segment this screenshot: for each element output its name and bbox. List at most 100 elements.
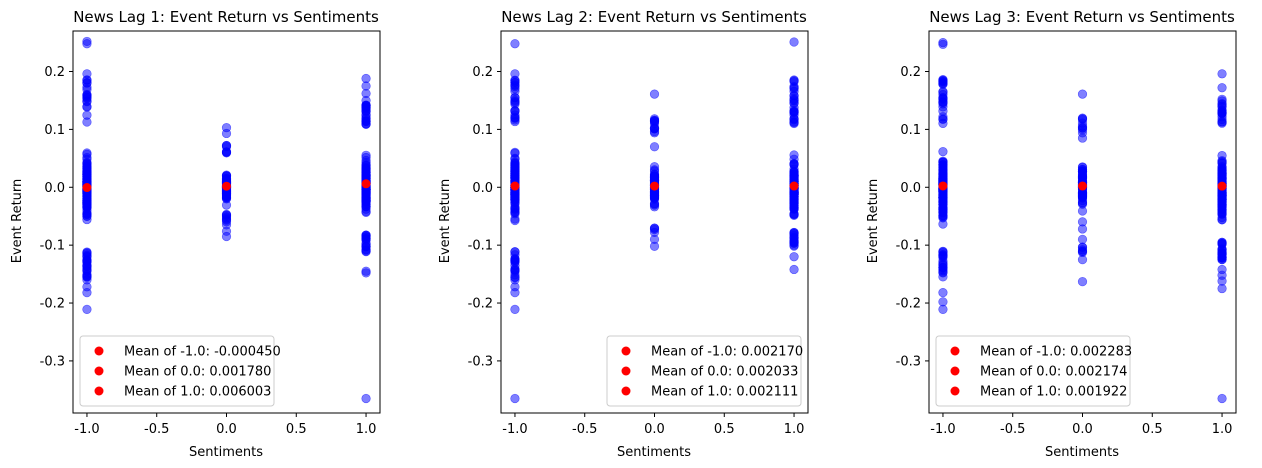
scatter-point bbox=[510, 39, 520, 49]
scatter-point bbox=[1217, 69, 1227, 79]
x-tick-label: 1.0 bbox=[1212, 422, 1233, 437]
y-axis-label: Event Return bbox=[866, 179, 881, 264]
scatter-point bbox=[1077, 206, 1088, 216]
x-tick-label: 0.0 bbox=[644, 422, 665, 437]
scatter-point bbox=[938, 78, 948, 88]
scatter-point bbox=[1077, 277, 1088, 287]
mean-marker bbox=[938, 181, 948, 191]
x-axis-label: Sentiments bbox=[617, 445, 691, 460]
legend-entry: Mean of 0.0: 0.002033 bbox=[651, 365, 798, 380]
y-tick-label: -0.2 bbox=[896, 297, 921, 312]
scatter-point bbox=[510, 214, 520, 224]
scatter-point bbox=[649, 123, 660, 133]
legend: Mean of -1.0: 0.002170 Mean of 0.0: 0.00… bbox=[606, 335, 803, 407]
scatter-point bbox=[82, 200, 92, 210]
scatter-point bbox=[789, 237, 799, 247]
legend-marker bbox=[621, 366, 631, 376]
chart-title: News Lag 3: Event Return vs Sentiments bbox=[929, 8, 1235, 26]
x-tick-label: -0.5 bbox=[572, 422, 597, 437]
chart-title: News Lag 1: Event Return vs Sentiments bbox=[73, 8, 379, 26]
scatter-point bbox=[1217, 83, 1227, 93]
ticks-group: -1.0 -0.5 0.0 0.5 1.0 0.2 0.1 0.0 -0.1 -… bbox=[40, 65, 377, 437]
legend: Mean of -1.0: 0.002283 Mean of 0.0: 0.00… bbox=[935, 335, 1132, 407]
mean-marker bbox=[1217, 181, 1227, 191]
y-axis-label: Event Return bbox=[10, 179, 25, 264]
scatter-point bbox=[361, 191, 371, 201]
scatter-point bbox=[82, 117, 92, 127]
x-tick-label: -1.0 bbox=[74, 422, 99, 437]
x-tick-label: 0.5 bbox=[286, 422, 307, 437]
scatter-point bbox=[938, 97, 948, 107]
mean-marker bbox=[650, 181, 659, 191]
scatter-point bbox=[82, 78, 92, 88]
legend-box bbox=[606, 335, 802, 407]
y-tick-label: -0.1 bbox=[896, 239, 921, 254]
y-tick-label: 0.1 bbox=[44, 123, 65, 138]
scatter-point bbox=[510, 288, 520, 298]
y-tick-label: 0.2 bbox=[472, 65, 493, 80]
scatter-point bbox=[938, 169, 948, 179]
y-tick-label: 0.1 bbox=[900, 123, 921, 138]
scatter-point bbox=[789, 252, 799, 262]
scatter-point bbox=[361, 119, 371, 129]
mean-markers bbox=[510, 181, 799, 191]
scatter-point bbox=[221, 231, 232, 242]
mean-marker bbox=[510, 181, 520, 191]
x-tick-label: -0.5 bbox=[1000, 422, 1025, 437]
scatter-point bbox=[1217, 283, 1227, 294]
scatter-point bbox=[510, 153, 520, 163]
y-tick-label: -0.2 bbox=[468, 297, 493, 312]
x-axis-label: Sentiments bbox=[1045, 445, 1119, 460]
scatter-point bbox=[1217, 246, 1227, 256]
scatter-point bbox=[82, 97, 92, 107]
scatter-point bbox=[789, 91, 799, 101]
scatter-point bbox=[510, 393, 520, 404]
scatter-point bbox=[82, 69, 92, 79]
legend-box bbox=[935, 335, 1131, 407]
scatter-point bbox=[789, 227, 799, 238]
scatter-point bbox=[789, 110, 799, 120]
legend-entry: Mean of 1.0: 0.002111 bbox=[651, 385, 798, 400]
scatter-point bbox=[361, 393, 371, 404]
scatter-point bbox=[938, 193, 948, 203]
scatter-point bbox=[221, 141, 232, 151]
chart-title: News Lag 2: Event Return vs Sentiments bbox=[501, 8, 807, 26]
legend-marker bbox=[950, 366, 960, 376]
scatter-point bbox=[510, 255, 520, 265]
y-tick-label: 0.2 bbox=[44, 65, 65, 80]
legend-entry: Mean of 0.0: 0.001780 bbox=[124, 365, 271, 380]
legend: Mean of -1.0: -0.000450 Mean of 0.0: 0.0… bbox=[79, 335, 281, 407]
y-tick-label: -0.1 bbox=[468, 239, 493, 254]
x-tick-label: -1.0 bbox=[502, 422, 527, 437]
scatter-point bbox=[789, 150, 799, 160]
scatter-point bbox=[82, 260, 92, 271]
mean-marker bbox=[361, 179, 371, 189]
legend-entry: Mean of 1.0: 0.001922 bbox=[980, 385, 1127, 400]
ticks-group: -1.0 -0.5 0.0 0.5 1.0 0.2 0.1 0.0 -0.1 -… bbox=[896, 65, 1233, 437]
scatter-point bbox=[221, 210, 232, 220]
scatter-point bbox=[361, 101, 371, 111]
plot-area-frame bbox=[928, 30, 1237, 414]
scatter-point bbox=[789, 264, 799, 275]
x-tick-label: 1.0 bbox=[356, 422, 377, 437]
scatter-point bbox=[82, 163, 92, 173]
x-tick-label: 0.5 bbox=[714, 422, 735, 437]
scatter-point bbox=[510, 110, 520, 120]
y-tick-label: 0.1 bbox=[472, 123, 493, 138]
scatter-point bbox=[1217, 106, 1227, 116]
scatter-point bbox=[1077, 234, 1088, 244]
scatter-point bbox=[361, 240, 371, 250]
legend-entry: Mean of -1.0: 0.002283 bbox=[980, 345, 1132, 360]
scatter-point bbox=[649, 142, 660, 152]
y-tick-label: 0.0 bbox=[472, 181, 493, 196]
scatter-point bbox=[938, 268, 948, 278]
scatter-point bbox=[789, 83, 799, 93]
scatter-point bbox=[221, 128, 232, 139]
scatter-point bbox=[1077, 89, 1088, 99]
scatter-point bbox=[649, 199, 660, 209]
mean-markers bbox=[82, 179, 371, 193]
chart-panel-3: News Lag 3: Event Return vs Sentiments S… bbox=[866, 8, 1237, 460]
y-tick-label: 0.0 bbox=[44, 181, 65, 196]
mean-marker bbox=[222, 181, 231, 191]
scatter-point bbox=[361, 152, 371, 163]
